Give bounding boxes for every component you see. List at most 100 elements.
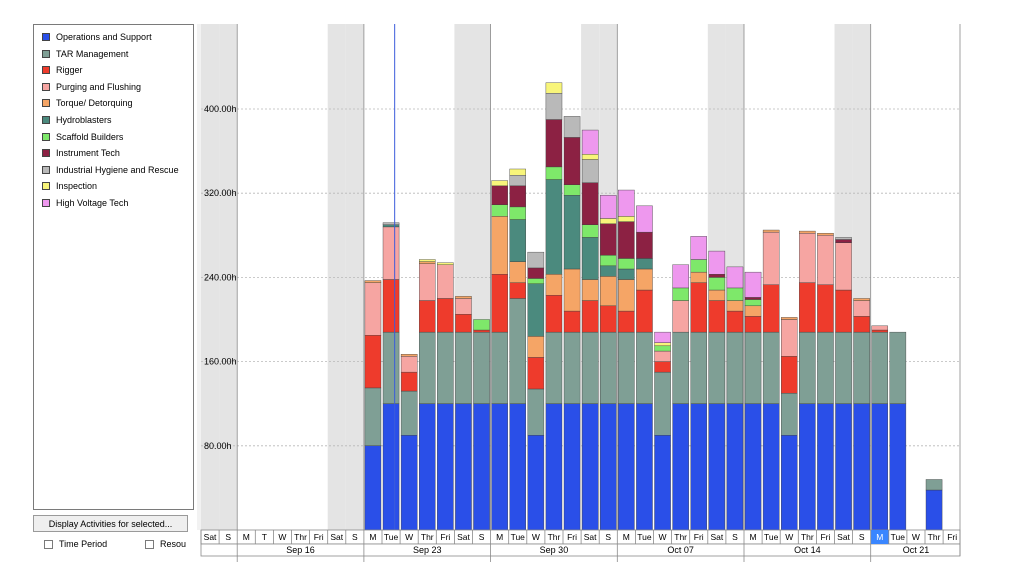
bar-segment (509, 403, 527, 531)
bar-segment (636, 205, 653, 233)
bar-segment (762, 331, 780, 404)
bar-segment (473, 403, 490, 531)
legend-label: Instrument Tech (56, 148, 120, 159)
legend-swatch (42, 182, 50, 191)
bar-segment (744, 297, 762, 300)
x-tick-label: Sat (837, 532, 850, 542)
bar-segment (419, 261, 436, 264)
legend-item: Instrument Tech (42, 146, 120, 160)
legend-item: Torque/ Detorquing (42, 96, 133, 110)
x-tick-label: S (225, 532, 231, 542)
bar-segment (437, 264, 454, 299)
x-tick-label: W (912, 532, 920, 542)
legend-item: Operations and Support (42, 30, 152, 44)
x-tick-label: W (659, 532, 667, 542)
bar-segment (744, 305, 762, 317)
bar-segment (600, 305, 617, 333)
x-tick-label: M (750, 532, 757, 542)
x-tick-label: Fri (567, 532, 577, 542)
resource-checkbox[interactable]: Resou (145, 539, 186, 549)
bar-segment (690, 331, 708, 404)
legend-label: Purging and Flushing (56, 81, 142, 92)
bar-segment (364, 387, 382, 447)
bar-segment (437, 298, 454, 333)
legend-swatch (42, 149, 50, 158)
bar-segment (382, 403, 400, 531)
bar-segment (726, 310, 744, 333)
bar-segment (690, 259, 708, 273)
x-tick-label: W (278, 532, 286, 542)
bar-segment (799, 403, 816, 531)
bar-segment (563, 268, 581, 312)
y-tick-label: 320.00h (204, 188, 237, 198)
legend-swatch (42, 33, 50, 41)
legend-swatch (42, 132, 50, 141)
bar-segment (799, 282, 816, 333)
x-tick-label: Tue (384, 532, 399, 542)
legend-label: Operations and Support (56, 32, 152, 42)
bar-segment (690, 282, 708, 333)
left-gutter (197, 24, 201, 530)
bar-segment (509, 219, 527, 262)
bar-segment (382, 222, 400, 225)
x-tick-label: M (243, 532, 250, 542)
bar-segment (581, 182, 599, 225)
bar-segment (744, 331, 762, 404)
bar-segment (762, 284, 780, 333)
bar-segment (853, 300, 870, 317)
bar-segment (726, 331, 744, 404)
bar-segment (527, 283, 545, 337)
bar-segment (491, 403, 508, 531)
x-tick-label: T (262, 532, 267, 542)
bar-segment (672, 300, 689, 333)
x-tick-label: W (532, 532, 540, 542)
bar-segment (527, 278, 545, 284)
bar-segment (509, 261, 527, 283)
bar-segment (600, 223, 617, 256)
x-tick-label: Fri (314, 532, 324, 542)
legend-swatch (42, 116, 50, 124)
resource-checkbox-box[interactable] (145, 539, 154, 549)
legend-swatch (42, 66, 50, 75)
bar-segment (545, 166, 563, 180)
bar-segment (654, 331, 671, 343)
x-tick-label: Sat (330, 532, 343, 542)
bar-segment (708, 403, 726, 531)
bar-segment (744, 299, 762, 307)
bar-segment (744, 403, 762, 531)
bar-segment (563, 331, 581, 404)
chart-bars (364, 24, 943, 531)
bar-segment (799, 230, 816, 234)
x-tick-label: Thr (674, 532, 687, 542)
bar-segment (581, 129, 599, 155)
display-activities-button[interactable]: Display Activities for selected... (33, 515, 188, 532)
bar-segment (545, 93, 563, 120)
bar-segment (853, 403, 870, 531)
bar-segment (527, 267, 545, 279)
week-label: Oct 07 (667, 545, 694, 555)
bar-segment (600, 218, 617, 224)
bar-segment (382, 331, 400, 404)
x-tick-label: M (623, 532, 630, 542)
bar-segment (491, 274, 508, 333)
y-tick-label: 400.00h (204, 104, 237, 114)
time-period-checkbox[interactable]: Time Period (44, 539, 107, 549)
bar-segment (654, 342, 671, 347)
legend-swatch (42, 49, 50, 58)
x-tick-label: M (876, 532, 883, 542)
bar-segment (509, 168, 527, 176)
time-period-checkbox-box[interactable] (44, 539, 53, 549)
bar-segment (654, 345, 671, 352)
bar-segment (491, 216, 508, 275)
weekend-shade (327, 24, 346, 530)
bar-segment (437, 403, 454, 531)
bar-segment (455, 298, 472, 315)
x-tick-label: S (352, 532, 358, 542)
bar-segment (708, 250, 726, 275)
bar-segment (762, 403, 780, 531)
bar-segment (581, 237, 599, 280)
bar-segment (563, 195, 581, 270)
bar-segment (636, 403, 653, 531)
x-tick-label: S (732, 532, 738, 542)
bar-segment (364, 445, 382, 531)
